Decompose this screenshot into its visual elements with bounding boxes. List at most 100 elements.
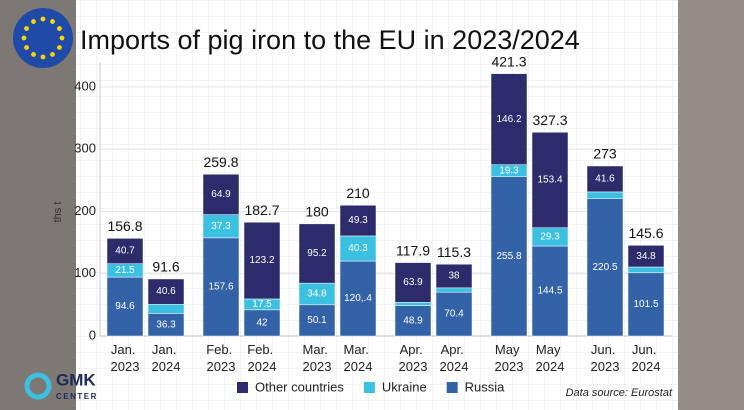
bar-segment — [435, 263, 473, 289]
value-label: 153.4 — [537, 175, 562, 186]
bar-segment — [490, 176, 528, 337]
star — [40, 16, 46, 22]
star — [24, 45, 29, 50]
bar-segment — [435, 287, 473, 293]
value-label: 70.4 — [444, 309, 464, 320]
x-tick-label: Jan. 2023 — [111, 342, 140, 374]
logo-sub: CENTER — [56, 392, 98, 401]
value-label: 146.2 — [496, 114, 521, 125]
x-tick-label: Feb. 2023 — [206, 342, 236, 374]
star — [57, 26, 62, 31]
value-label: 120,.4 — [344, 293, 372, 304]
rock-right — [676, 0, 744, 410]
total-label: 180 — [305, 204, 329, 220]
bar-segment — [147, 303, 185, 314]
bar-segment — [298, 223, 336, 284]
bar-segment — [627, 245, 665, 268]
bar-segment — [202, 237, 240, 337]
value-label: 95.2 — [307, 248, 327, 259]
legend-swatch — [237, 382, 248, 393]
total-label: 115.3 — [437, 244, 471, 260]
x-tick-label: Mar. 2024 — [344, 342, 373, 374]
star — [24, 26, 29, 31]
bar-segment — [298, 304, 336, 337]
eu-flag — [13, 8, 73, 68]
y-tick-label: 200 — [74, 203, 96, 218]
value-label: 34.8 — [307, 289, 327, 300]
total-label: 327.3 — [532, 112, 567, 128]
legend-label: Russia — [465, 379, 506, 394]
bar-segment — [490, 73, 528, 165]
legend-swatch — [446, 382, 458, 393]
bar-segment — [106, 276, 144, 337]
bar-segment — [586, 191, 624, 199]
x-tick-label: May 2023 — [495, 342, 524, 374]
value-label: 41.6 — [595, 174, 615, 185]
value-label: 157.6 — [208, 282, 233, 293]
bar-segment — [531, 131, 569, 229]
x-tick-label: May 2024 — [536, 342, 565, 374]
legend-swatch — [363, 382, 375, 393]
y-tick-label: 400 — [74, 78, 96, 93]
x-tick-label: Jan. 2024 — [152, 342, 181, 374]
bar-segment — [394, 302, 432, 306]
value-label: 144.5 — [537, 286, 562, 297]
bar-segment — [147, 278, 185, 305]
value-label: 48.9 — [403, 315, 423, 326]
y-axis-label: ths t — [52, 202, 64, 223]
star — [57, 45, 62, 50]
panel-grid — [76, 0, 678, 410]
value-label: 36.3 — [156, 319, 176, 330]
value-label: 40.7 — [115, 246, 135, 257]
value-label: 19.3 — [499, 165, 519, 176]
total-label: 156.8 — [107, 218, 142, 234]
value-label: 21.5 — [115, 265, 135, 276]
star — [50, 52, 55, 57]
total-label: 421.3 — [491, 53, 526, 69]
logo-name: GMK — [56, 370, 96, 389]
value-label: 255.8 — [496, 251, 521, 262]
star — [40, 54, 46, 60]
bar-segment — [435, 291, 473, 337]
total-label: 210 — [346, 185, 370, 201]
bar-segment — [339, 260, 377, 337]
bar-segment — [106, 238, 144, 264]
y-tick-label: 300 — [74, 141, 96, 156]
value-label: 63.9 — [403, 277, 423, 288]
total-label: 91.6 — [152, 259, 179, 275]
x-tick-label: Feb. 2024 — [247, 342, 277, 374]
total-label: 259.8 — [203, 154, 238, 170]
value-label: 50.1 — [307, 315, 327, 326]
star — [31, 52, 36, 57]
x-tick-label: Apr. 2024 — [440, 342, 469, 374]
source: Data source: Eurostat — [566, 387, 673, 399]
value-label: 49.3 — [348, 215, 368, 226]
star — [21, 35, 27, 41]
chart-title: Imports of pig iron to the EU in 2023/20… — [80, 25, 580, 55]
bar-segment — [627, 272, 665, 337]
x-tick-label: Mar. 2023 — [303, 342, 332, 374]
value-label: 220.5 — [592, 262, 617, 273]
value-label: 29.3 — [540, 232, 560, 243]
bar-segment — [394, 305, 432, 337]
star — [31, 19, 36, 24]
bar-segment — [202, 173, 240, 215]
bar-segment — [586, 165, 624, 193]
legend-label: Other countries — [255, 379, 344, 394]
value-label: 42 — [256, 318, 268, 329]
value-label: 37.3 — [211, 221, 231, 232]
bar-segment — [243, 309, 281, 337]
bar-segment — [586, 198, 624, 337]
value-label: 40.6 — [156, 286, 176, 297]
x-tick-label: Jun. 2024 — [632, 342, 661, 374]
bar-segment — [339, 204, 377, 237]
total-label: 182.7 — [244, 202, 279, 218]
y-tick-label: 0 — [89, 327, 96, 342]
y-tick-label: 100 — [74, 265, 96, 280]
x-tick-label: Jun. 2023 — [591, 342, 620, 374]
bar-segment — [627, 266, 665, 274]
bar-segment — [394, 262, 432, 303]
total-label: 117.9 — [396, 242, 430, 258]
value-label: 40.3 — [348, 243, 368, 254]
